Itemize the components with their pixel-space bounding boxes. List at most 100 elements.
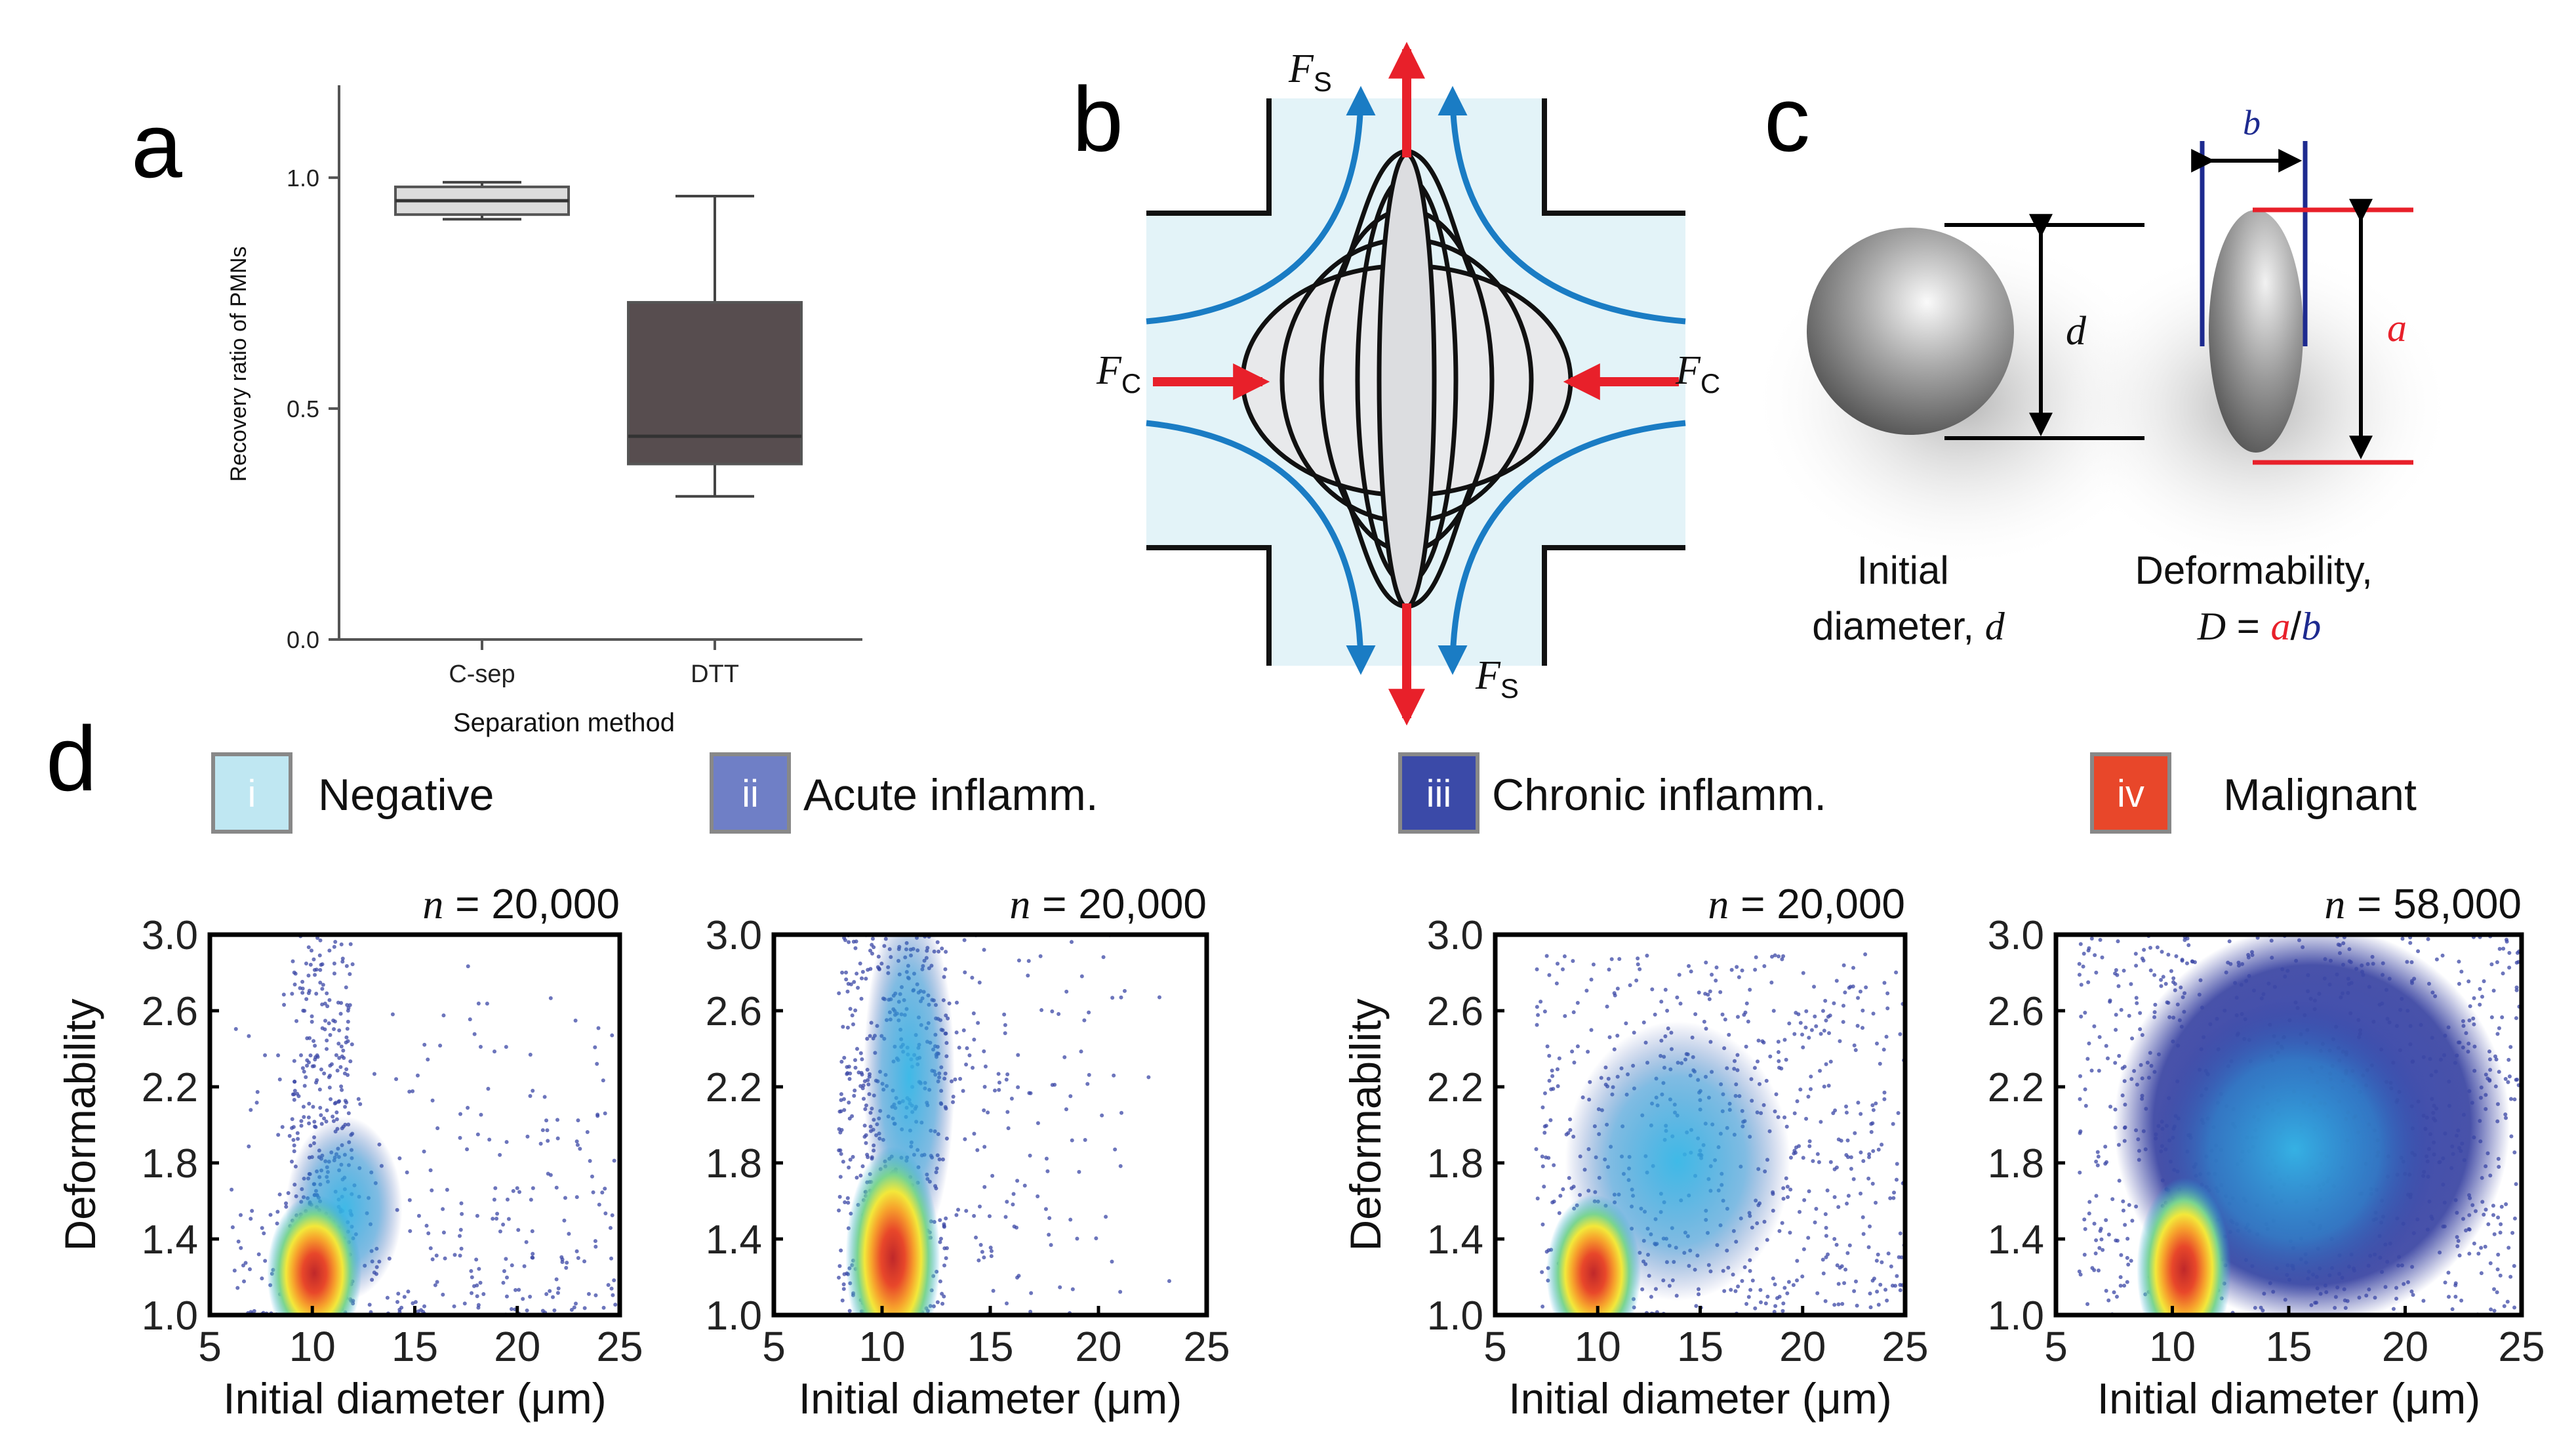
data-point (2450, 1307, 2455, 1312)
data-point (971, 1066, 975, 1070)
data-point (847, 1076, 852, 1081)
data-point (1070, 1138, 1074, 1143)
data-point (2455, 1053, 2459, 1058)
data-point (302, 1069, 306, 1074)
data-point (1547, 973, 1552, 977)
data-point (2167, 1015, 2172, 1019)
data-point (2129, 982, 2133, 986)
data-point (839, 1152, 843, 1156)
data-point (1886, 1251, 1891, 1256)
data-point (1861, 1026, 1865, 1030)
data-point (528, 1295, 533, 1299)
data-point (479, 1112, 483, 1117)
data-point (1777, 954, 1781, 959)
legend: i Negative ii Acute inflamm. iii Chronic infl… (211, 752, 2417, 834)
data-point (997, 1080, 1001, 1085)
data-point (510, 1263, 514, 1268)
data-point (281, 992, 286, 997)
data-point (2373, 1295, 2377, 1300)
data-point (1556, 1084, 1560, 1089)
data-point (2489, 962, 2494, 967)
data-point (1746, 1019, 1750, 1024)
data-point (341, 1048, 346, 1053)
data-point (2141, 1129, 2146, 1133)
data-point (565, 1261, 569, 1265)
density-core (845, 1147, 940, 1315)
data-point (1885, 1006, 1890, 1011)
data-point (2487, 1057, 2492, 1062)
data-point (1535, 1023, 1539, 1027)
data-point (2432, 1103, 2436, 1108)
data-point (494, 1216, 499, 1221)
data-point (2387, 1020, 2392, 1025)
data-point (325, 1004, 330, 1009)
data-point (1591, 962, 1596, 967)
data-point (328, 1032, 332, 1037)
data-point (2114, 1238, 2118, 1243)
data-point (332, 1027, 336, 1032)
data-point (2078, 1272, 2083, 1277)
data-point (2341, 991, 2345, 996)
y-tick-label: 1.8 (1427, 1141, 1483, 1187)
data-point (2345, 1299, 2350, 1303)
data-point (453, 1253, 457, 1257)
data-point (2122, 1139, 2127, 1143)
data-point (2117, 1053, 2122, 1058)
data-point (1846, 1194, 1851, 1198)
legend-item-i: i Negative (211, 752, 494, 834)
data-point (1563, 1014, 1567, 1019)
data-point (2161, 975, 2165, 979)
data-point (2108, 1000, 2112, 1004)
data-point (319, 1067, 323, 1072)
data-point (1535, 967, 1539, 971)
data-point (2433, 994, 2438, 998)
data-point (2246, 952, 2251, 957)
data-point (574, 1195, 579, 1200)
data-point (1005, 1301, 1009, 1306)
deformability-caption: Deformability, D = a/b (2135, 548, 2384, 648)
data-point (1548, 1118, 1553, 1122)
data-point (332, 1019, 337, 1024)
data-point (2479, 1085, 2484, 1089)
data-point (1710, 972, 1714, 977)
data-point (413, 1300, 418, 1305)
data-point (847, 940, 851, 944)
data-point (2459, 1298, 2464, 1303)
data-point (1822, 1028, 1826, 1033)
density-core (2137, 1177, 2232, 1315)
data-point (1560, 967, 1565, 971)
data-point (1782, 1286, 1787, 1290)
data-point (1769, 980, 1774, 984)
data-point (1849, 1155, 1853, 1160)
data-point (1650, 987, 1655, 992)
data-point (2114, 1028, 2118, 1032)
data-point (318, 967, 323, 972)
data-point (2097, 1035, 2102, 1040)
data-point (438, 1044, 443, 1048)
data-point (247, 1144, 251, 1148)
data-point (524, 1240, 529, 1244)
data-point (962, 938, 967, 943)
data-point (1876, 1252, 1880, 1257)
data-point (2467, 1089, 2472, 1093)
data-point (254, 1101, 259, 1105)
data-point (551, 1295, 555, 1299)
data-point (868, 967, 873, 971)
data-point (310, 1014, 314, 1019)
data-point (2479, 1246, 2484, 1250)
data-point (1540, 1222, 1545, 1227)
data-point (1110, 1259, 1114, 1264)
y-tick-label: 2.2 (1988, 1065, 2044, 1110)
data-point (1776, 1040, 1781, 1044)
data-point (332, 944, 336, 949)
data-point (591, 1190, 595, 1194)
data-point (230, 1225, 235, 1230)
data-point (2491, 1213, 2495, 1217)
data-point (275, 1209, 280, 1214)
data-point (2144, 1106, 2148, 1111)
data-point (292, 1080, 297, 1084)
x-tick-label: 15 (967, 1323, 1013, 1370)
data-point (1863, 952, 1868, 956)
